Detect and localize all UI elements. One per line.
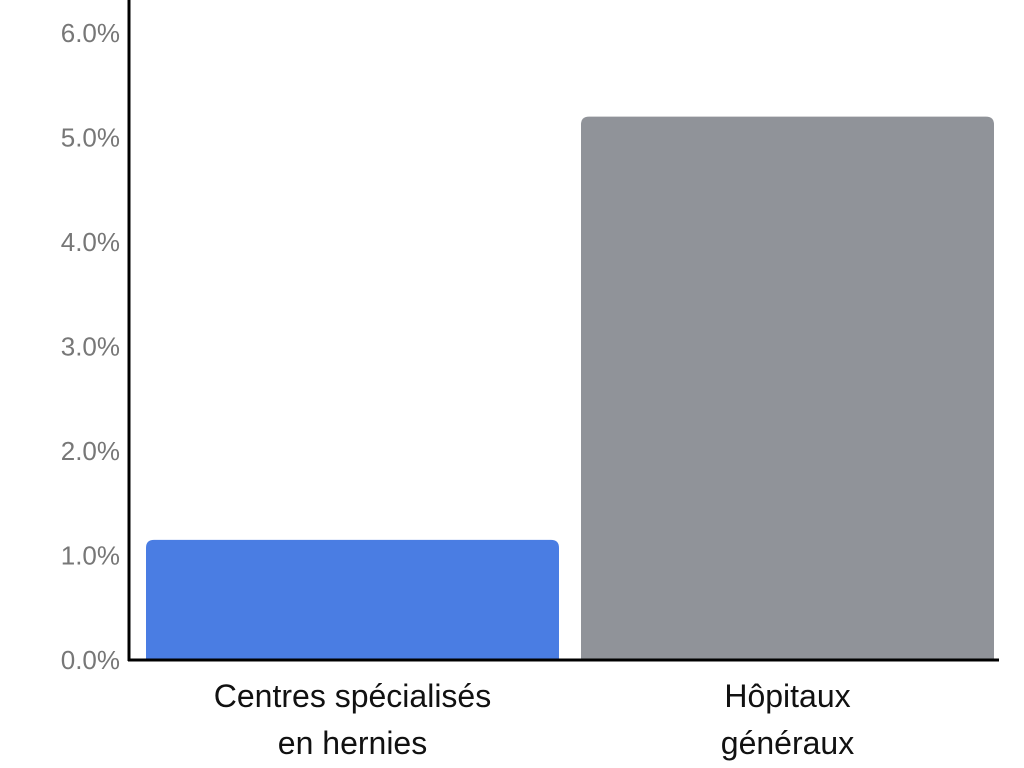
bar	[581, 116, 994, 661]
y-tick-label: 1.0%	[61, 541, 120, 571]
y-tick-label: 3.0%	[61, 332, 120, 362]
x-category-label: Centres spécialisés	[214, 678, 491, 714]
y-axis-ticks: 0.0% 1.0% 2.0% 3.0% 4.0% 5.0% 6.0%	[61, 18, 120, 675]
y-tick-label: 6.0%	[61, 18, 120, 48]
y-tick-label: 4.0%	[61, 227, 120, 257]
bar	[146, 539, 559, 660]
y-tick-label: 5.0%	[61, 123, 120, 153]
y-tick-label: 2.0%	[61, 436, 120, 466]
x-category-label: en hernies	[278, 725, 427, 761]
x-category-label: généraux	[721, 725, 854, 761]
bars	[146, 116, 994, 661]
x-axis-labels: Centres spécialisés en hernies Hôpitaux gén…	[214, 678, 854, 761]
y-tick-label: 0.0%	[61, 645, 120, 675]
x-category-label: Hôpitaux	[724, 678, 850, 714]
